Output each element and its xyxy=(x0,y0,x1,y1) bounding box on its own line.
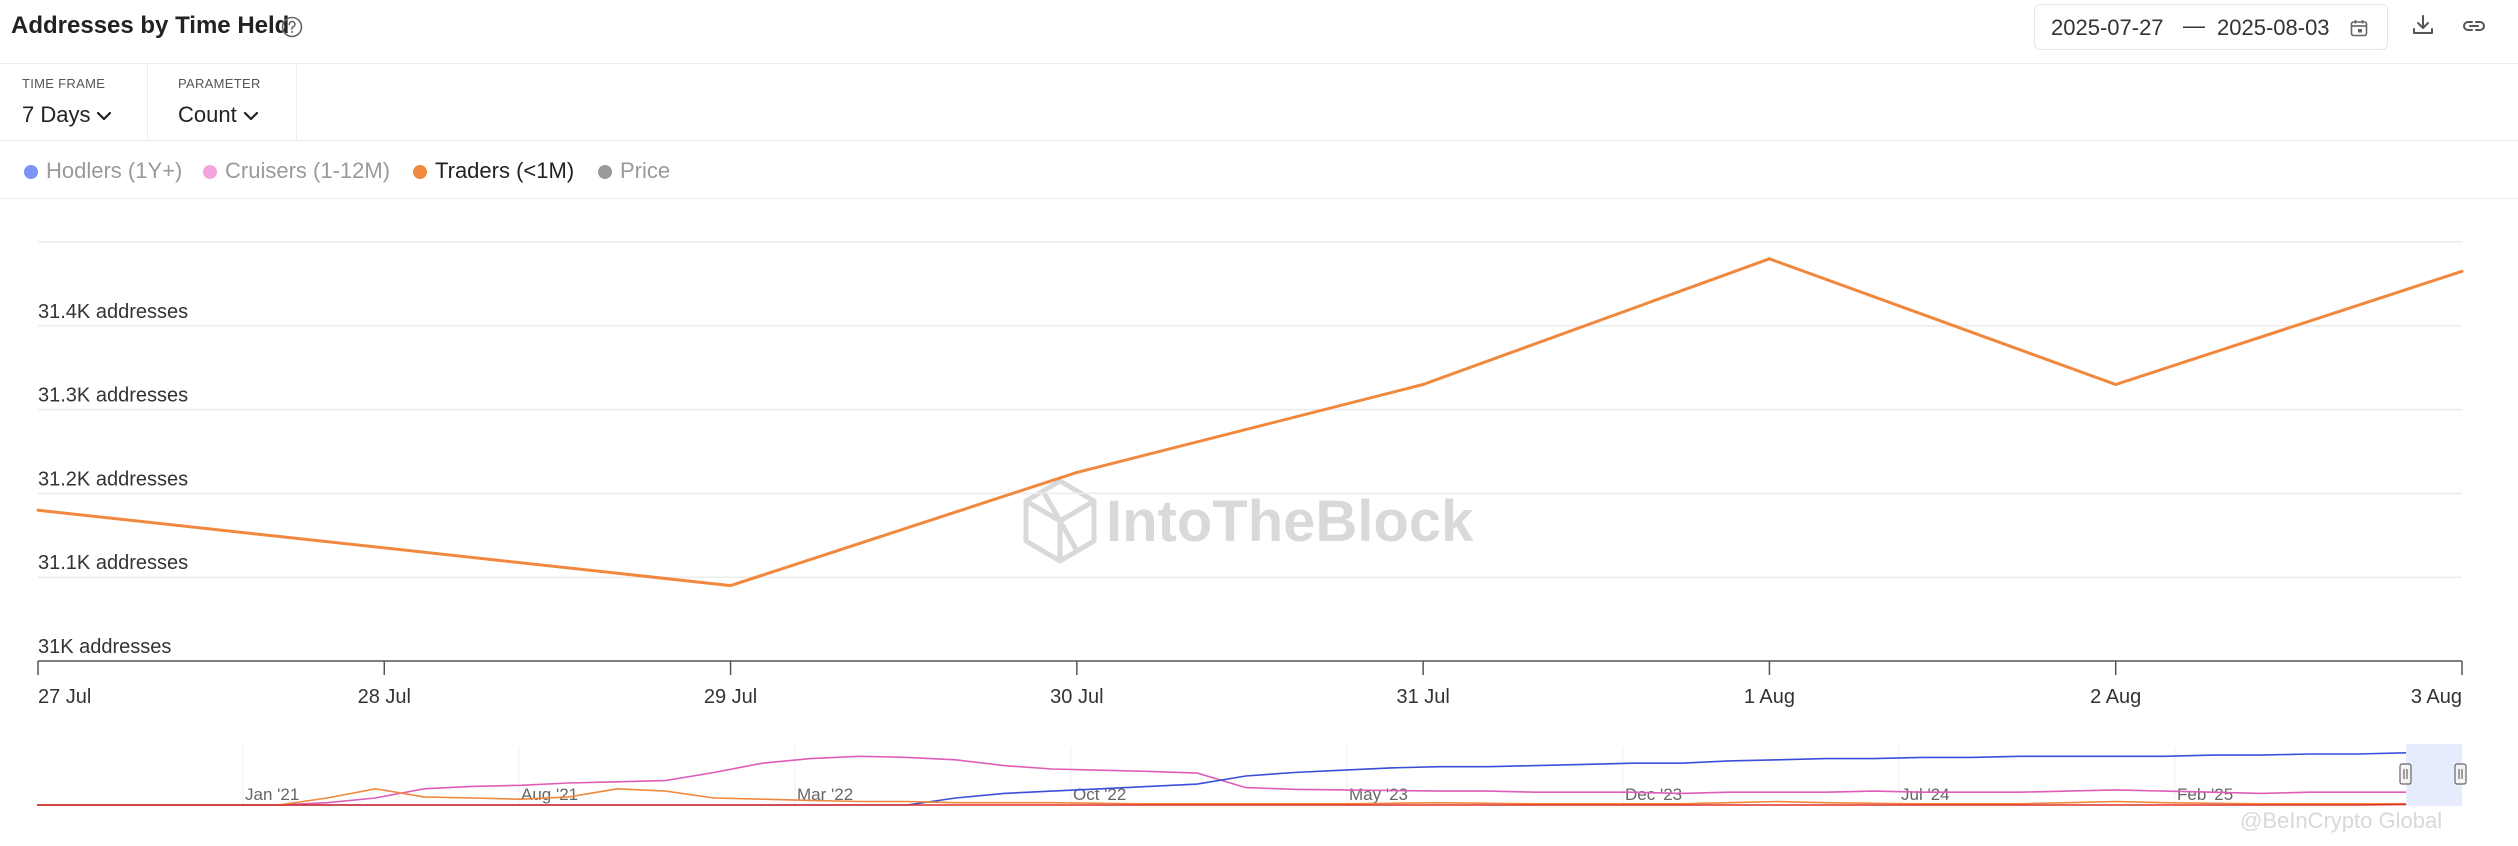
chart-legend: Hodlers (1Y+) Cruisers (1-12M) Traders (… xyxy=(0,141,2518,199)
data-point[interactable] xyxy=(1075,470,1079,474)
date-end[interactable]: 2025-08-03 xyxy=(2217,15,2330,40)
calendar-icon[interactable] xyxy=(2349,18,2369,38)
navigator-handle-left[interactable] xyxy=(2399,763,2412,785)
x-tick-label: 29 Jul xyxy=(704,686,757,708)
x-tick-label: 2 Aug xyxy=(2090,686,2141,708)
x-tick-label: 27 Jul xyxy=(38,686,91,708)
time-frame-value[interactable]: 7 Days xyxy=(22,102,91,127)
parameter-value[interactable]: Count xyxy=(178,102,237,127)
navigator-series-line xyxy=(37,787,2406,806)
navigator-label: Feb '25 xyxy=(2177,785,2233,804)
chevron-down-icon[interactable] xyxy=(243,110,259,122)
navigator-label: Aug '21 xyxy=(521,785,578,804)
navigator-selection[interactable] xyxy=(2406,744,2462,806)
download-icon[interactable] xyxy=(2410,12,2436,38)
watermark: IntoTheBlock xyxy=(1023,478,1474,564)
legend-dot-price xyxy=(598,165,612,179)
chart-header: Addresses by Time Held 2025-07-27 — 2025… xyxy=(0,0,2518,64)
time-frame-control[interactable]: TIME FRAME 7 Days xyxy=(0,64,148,140)
legend-dot-traders xyxy=(413,165,427,179)
y-tick-label: 31.2K addresses xyxy=(38,468,188,490)
legend-dot-cruisers xyxy=(203,165,217,179)
data-point[interactable] xyxy=(1421,382,1425,386)
y-tick-label: 31.3K addresses xyxy=(38,385,188,407)
parameter-label: PARAMETER xyxy=(178,76,261,91)
navigator-label: Jul '24 xyxy=(1901,785,1950,804)
watermark-text: IntoTheBlock xyxy=(1106,489,1474,554)
y-tick-label: 31.4K addresses xyxy=(38,301,188,323)
date-range-picker[interactable]: 2025-07-27 — 2025-08-03 xyxy=(2034,4,2388,50)
page-title: Addresses by Time Held xyxy=(11,12,290,39)
date-start[interactable]: 2025-07-27 xyxy=(2051,15,2164,40)
x-tick-label: 28 Jul xyxy=(358,686,411,708)
navigator-label: Mar '22 xyxy=(797,785,853,804)
link-icon[interactable] xyxy=(2460,12,2488,40)
navigator-label: May '23 xyxy=(1349,785,1408,804)
x-tick-label: 31 Jul xyxy=(1396,686,1449,708)
data-point[interactable] xyxy=(2460,269,2464,273)
chevron-down-icon[interactable] xyxy=(96,110,112,122)
chart-controls: TIME FRAME 7 Days PARAMETER Count xyxy=(0,64,2518,141)
help-icon[interactable] xyxy=(280,15,304,39)
data-point[interactable] xyxy=(729,584,733,588)
x-tick-label: 3 Aug xyxy=(2411,686,2462,708)
data-point[interactable] xyxy=(1767,257,1771,261)
navigator-series-line xyxy=(37,803,2407,806)
legend-label-cruisers[interactable]: Cruisers (1-12M) xyxy=(225,158,391,183)
parameter-dropdown[interactable]: Count xyxy=(178,102,259,128)
navigator-label: Jan '21 xyxy=(245,785,299,804)
navigator-chart[interactable]: Jan '21 Aug '21 Mar '22 Oct '22 May '23 Dec '… xyxy=(0,740,2518,810)
time-frame-label: TIME FRAME xyxy=(22,76,106,91)
legend-label-price[interactable]: Price xyxy=(620,158,671,183)
legend-dot-hodlers xyxy=(24,165,38,179)
time-frame-dropdown[interactable]: 7 Days xyxy=(22,102,112,128)
x-tick-label: 30 Jul xyxy=(1050,686,1103,708)
data-point[interactable] xyxy=(36,508,40,512)
x-tick-label: 1 Aug xyxy=(1744,686,1795,708)
data-point[interactable] xyxy=(2114,382,2118,386)
watermark-logo-icon xyxy=(1023,478,1097,564)
navigator-label: Dec '23 xyxy=(1625,785,1682,804)
parameter-control[interactable]: PARAMETER Count xyxy=(148,64,297,140)
legend-label-hodlers[interactable]: Hodlers (1Y+) xyxy=(46,158,183,183)
date-separator: — xyxy=(2183,13,2205,38)
y-tick-label: 31.1K addresses xyxy=(38,552,188,574)
main-chart: IntoTheBlock 31K addresses 31.1K addresse… xyxy=(36,241,2464,708)
navigator-handle-right[interactable] xyxy=(2454,763,2467,785)
legend-label-traders[interactable]: Traders (<1M) xyxy=(435,158,575,183)
source-credit: @BeInCrypto Global xyxy=(2240,808,2443,833)
y-tick-label: 31K addresses xyxy=(38,636,171,658)
